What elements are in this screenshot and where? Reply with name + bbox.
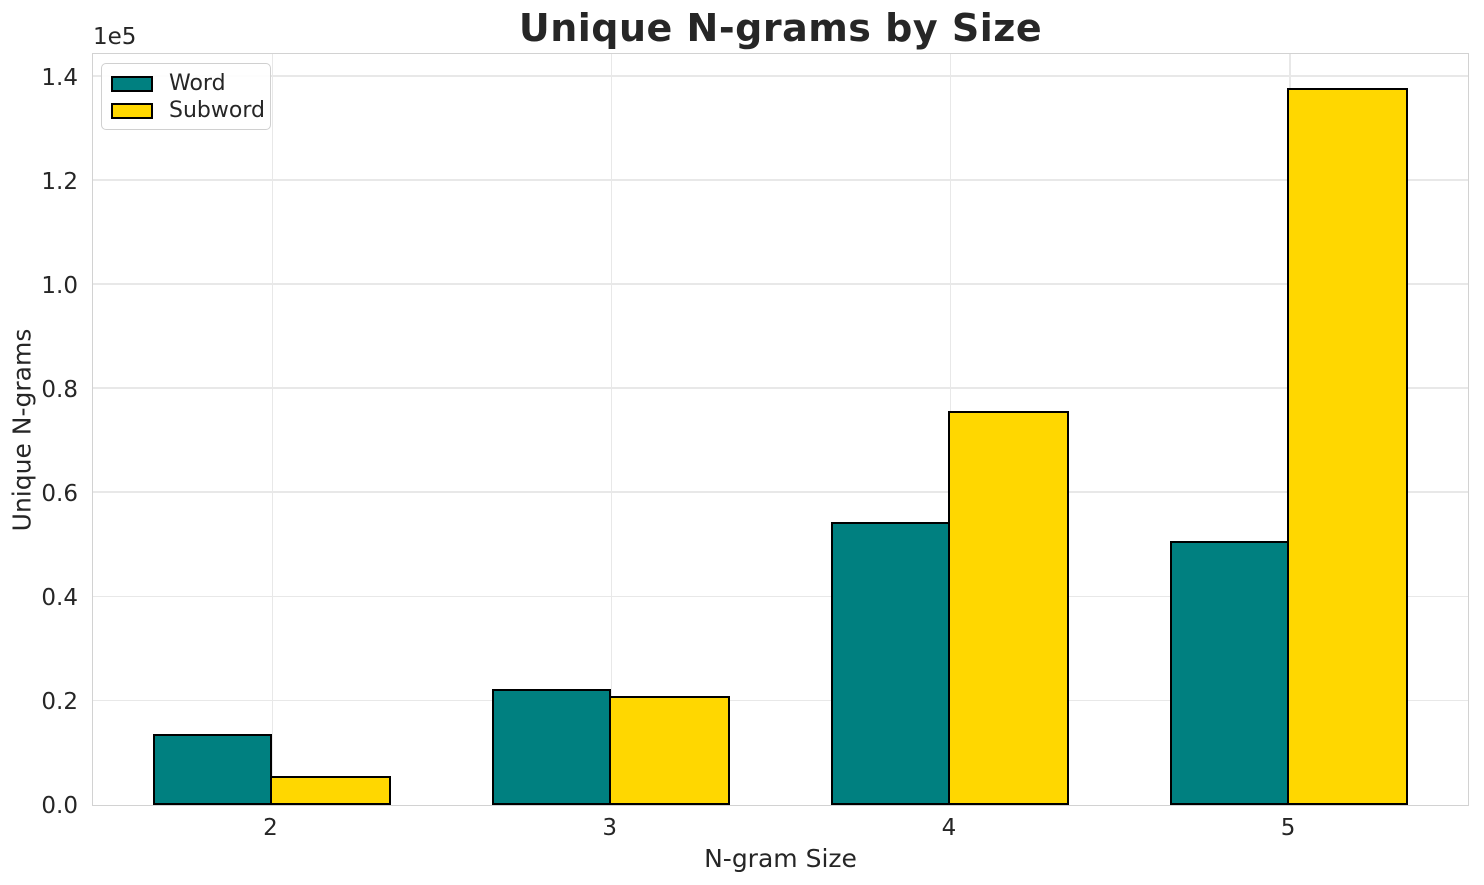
bar-word-4: [830, 521, 950, 805]
y-tick-label-0.6: 0.6: [41, 480, 78, 507]
bar-subword-3: [608, 695, 730, 805]
gridline-horizontal-1.4: [93, 75, 1468, 77]
gridline-vertical-2: [271, 54, 273, 805]
bar-word-3: [491, 689, 611, 805]
legend-entry-word: Word: [111, 70, 261, 97]
x-tick-label-2: 2: [263, 815, 278, 841]
legend: Word Subword: [101, 63, 271, 130]
x-axis-label: N-gram Size: [704, 844, 857, 873]
legend-label-subword: Subword: [169, 98, 265, 123]
y-tick-label-1.2: 1.2: [41, 168, 78, 195]
plot-area: [92, 53, 1469, 806]
y-tick-label-1.4: 1.4: [41, 64, 78, 91]
bar-word-5: [1170, 541, 1290, 805]
gridline-horizontal-0.6: [93, 491, 1468, 493]
gridline-horizontal-0.2: [93, 699, 1468, 701]
gridline-horizontal-1.0: [93, 283, 1468, 285]
gridline-vertical-3: [610, 54, 613, 805]
gridline-horizontal-0.4: [93, 595, 1468, 597]
legend-swatch-word: [111, 75, 153, 92]
x-tick-label-3: 3: [602, 815, 617, 841]
chart-title: Unique N-grams by Size: [518, 6, 1043, 50]
y-tick-label-1.0: 1.0: [41, 272, 78, 299]
legend-swatch-subword: [111, 102, 153, 119]
bar-subword-2: [269, 775, 391, 805]
gridline-horizontal-1.2: [93, 179, 1468, 181]
gridline-horizontal-0.8: [93, 387, 1468, 389]
y-tick-label-0.0: 0.0: [41, 793, 78, 819]
bar-subword-4: [947, 410, 1069, 805]
legend-entry-subword: Subword: [111, 97, 265, 124]
x-tick-label-5: 5: [1280, 815, 1296, 841]
y-tick-label-0.8: 0.8: [41, 376, 78, 403]
bar-word-2: [152, 733, 272, 805]
y-axis-label: Unique N-grams: [7, 328, 37, 532]
y-tick-label-0.4: 0.4: [41, 584, 78, 611]
bar-subword-5: [1287, 88, 1409, 805]
y-tick-label-0.2: 0.2: [41, 688, 78, 715]
legend-label-word: Word: [169, 71, 226, 96]
x-tick-label-4: 4: [941, 815, 957, 841]
y-axis-offset-text: 1e5: [93, 24, 137, 50]
